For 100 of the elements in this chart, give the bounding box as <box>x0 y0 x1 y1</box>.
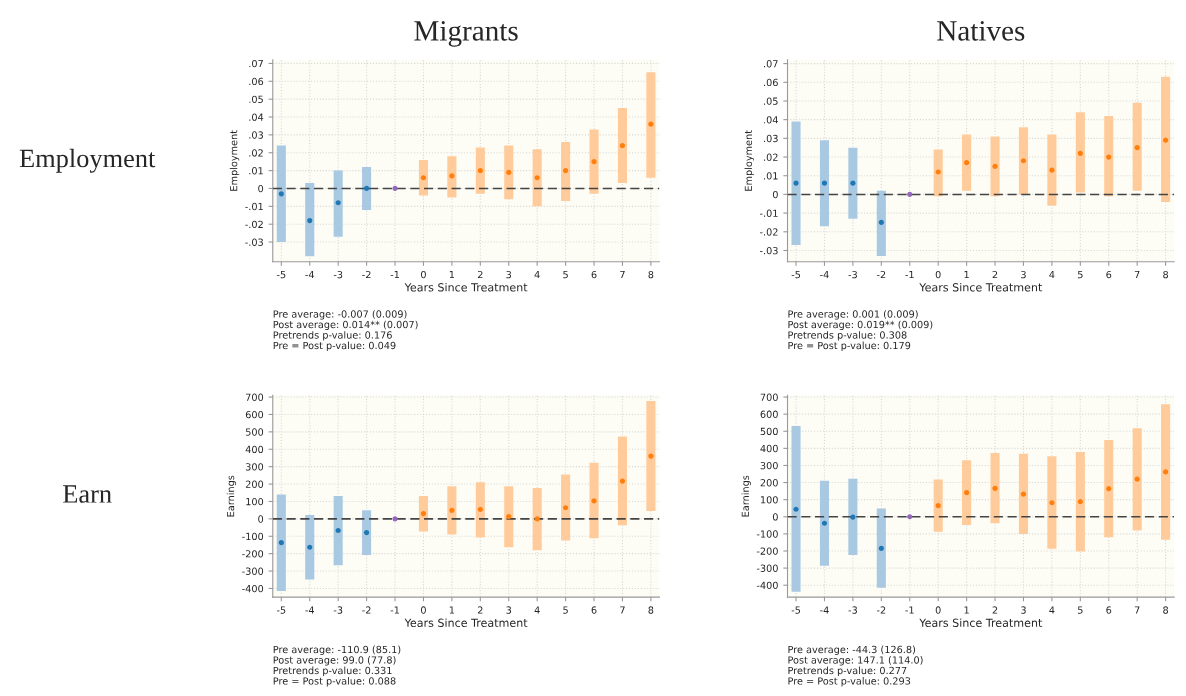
point <box>821 180 828 186</box>
bar <box>532 487 542 551</box>
point <box>907 191 913 198</box>
bar <box>1161 76 1171 202</box>
point <box>935 503 941 509</box>
point <box>335 527 341 534</box>
x-tick-label: 4 <box>534 606 540 614</box>
y-tick-label: 300 <box>245 463 264 471</box>
text: Pretrends p-value: 0.277 <box>788 666 907 677</box>
x-tick-label: -2 <box>362 270 371 279</box>
x-tick-label: -3 <box>333 270 343 279</box>
x-tick-label: 8 <box>1163 606 1169 614</box>
x-tick-label: 3 <box>506 270 512 279</box>
y-tick-label: 400 <box>245 445 264 454</box>
x-tick-label: 3 <box>1021 270 1026 279</box>
bar <box>990 452 1000 524</box>
point <box>392 185 398 192</box>
y-tick-label: 0 <box>772 513 778 521</box>
point <box>878 545 884 552</box>
point <box>1163 137 1169 143</box>
bar <box>333 496 343 566</box>
y-tick-label: .05 <box>764 97 778 105</box>
x-tick-label: 1 <box>449 271 455 279</box>
point <box>1106 486 1112 492</box>
chart-title: Migrants <box>414 21 518 47</box>
bar <box>819 480 830 566</box>
point <box>477 168 483 174</box>
bar <box>1132 102 1142 191</box>
y-axis-title: Earnings <box>226 475 237 517</box>
bar <box>305 183 315 257</box>
point <box>449 507 455 513</box>
text: Pre = Post p-value: 0.088 <box>273 677 396 687</box>
x-tick-label: -3 <box>848 606 857 614</box>
y-tick-label: .06 <box>764 78 778 87</box>
point <box>648 121 654 127</box>
bar <box>1075 112 1085 193</box>
x-tick-label: -4 <box>820 271 829 279</box>
point <box>1077 150 1083 156</box>
y-tick-label: -300 <box>242 567 264 575</box>
point <box>1049 167 1055 173</box>
point <box>907 514 913 520</box>
point <box>307 218 313 224</box>
x-tick-label: -1 <box>390 606 399 614</box>
x-tick-label: 3 <box>1021 606 1026 614</box>
x-tick-label: -4 <box>305 606 315 614</box>
x-axis-title: Years Since Treatment <box>919 618 1043 627</box>
y-tick-label: -.01 <box>245 202 263 211</box>
point <box>591 159 597 165</box>
x-tick-label: -1 <box>905 271 914 279</box>
y-tick-label: -.02 <box>759 228 778 236</box>
point <box>420 175 427 181</box>
point <box>278 540 284 546</box>
y-tick-label: 0 <box>772 190 778 199</box>
x-tick-label: 5 <box>1077 606 1083 614</box>
bar <box>990 136 1000 197</box>
x-axis-title: Years Since Treatment <box>919 282 1043 292</box>
point <box>1077 499 1083 505</box>
bar <box>933 479 943 532</box>
y-tick-label: -200 <box>242 550 264 558</box>
y-axis-title: Employment <box>229 130 240 191</box>
bar <box>876 508 886 588</box>
x-tick-label: -5 <box>276 606 286 614</box>
x-tick-label: 4 <box>1049 271 1055 279</box>
bar <box>447 156 457 198</box>
x-tick-label: 2 <box>992 270 998 279</box>
x-tick-label: 6 <box>1106 270 1112 279</box>
y-tick-label: -200 <box>756 547 778 555</box>
x-tick-label: 7 <box>1134 606 1140 614</box>
point <box>534 516 540 522</box>
y-tick-label: .01 <box>249 167 263 175</box>
bar <box>589 129 599 194</box>
bar <box>362 510 372 556</box>
bar <box>532 149 542 207</box>
x-tick-label: 6 <box>591 606 597 614</box>
x-tick-label: 2 <box>477 606 483 614</box>
y-tick-label: 600 <box>760 410 778 418</box>
y-tick-label: .06 <box>249 77 264 86</box>
bar <box>276 145 286 243</box>
x-tick-label: -2 <box>876 270 886 279</box>
text: Pre average: 0.001 (0.009) <box>788 310 918 320</box>
x-tick-label: 0 <box>935 606 941 614</box>
x-tick-label: 8 <box>648 270 654 279</box>
y-tick-label: -100 <box>242 532 264 541</box>
point <box>563 505 569 511</box>
text: Earn <box>63 485 112 503</box>
y-axis-title: Employment <box>744 130 754 191</box>
chart-title: Natives <box>937 21 1025 41</box>
point <box>1134 145 1140 151</box>
bar <box>791 121 801 245</box>
point <box>793 180 799 186</box>
point <box>534 175 540 181</box>
point <box>477 506 483 513</box>
point <box>506 169 512 175</box>
text: Pretrends p-value: 0.331 <box>273 666 392 677</box>
x-tick-label: 8 <box>648 606 654 614</box>
point <box>506 514 512 520</box>
bar <box>561 474 571 541</box>
y-tick-label: .02 <box>249 149 263 157</box>
point <box>420 511 427 517</box>
bar <box>1132 428 1142 531</box>
